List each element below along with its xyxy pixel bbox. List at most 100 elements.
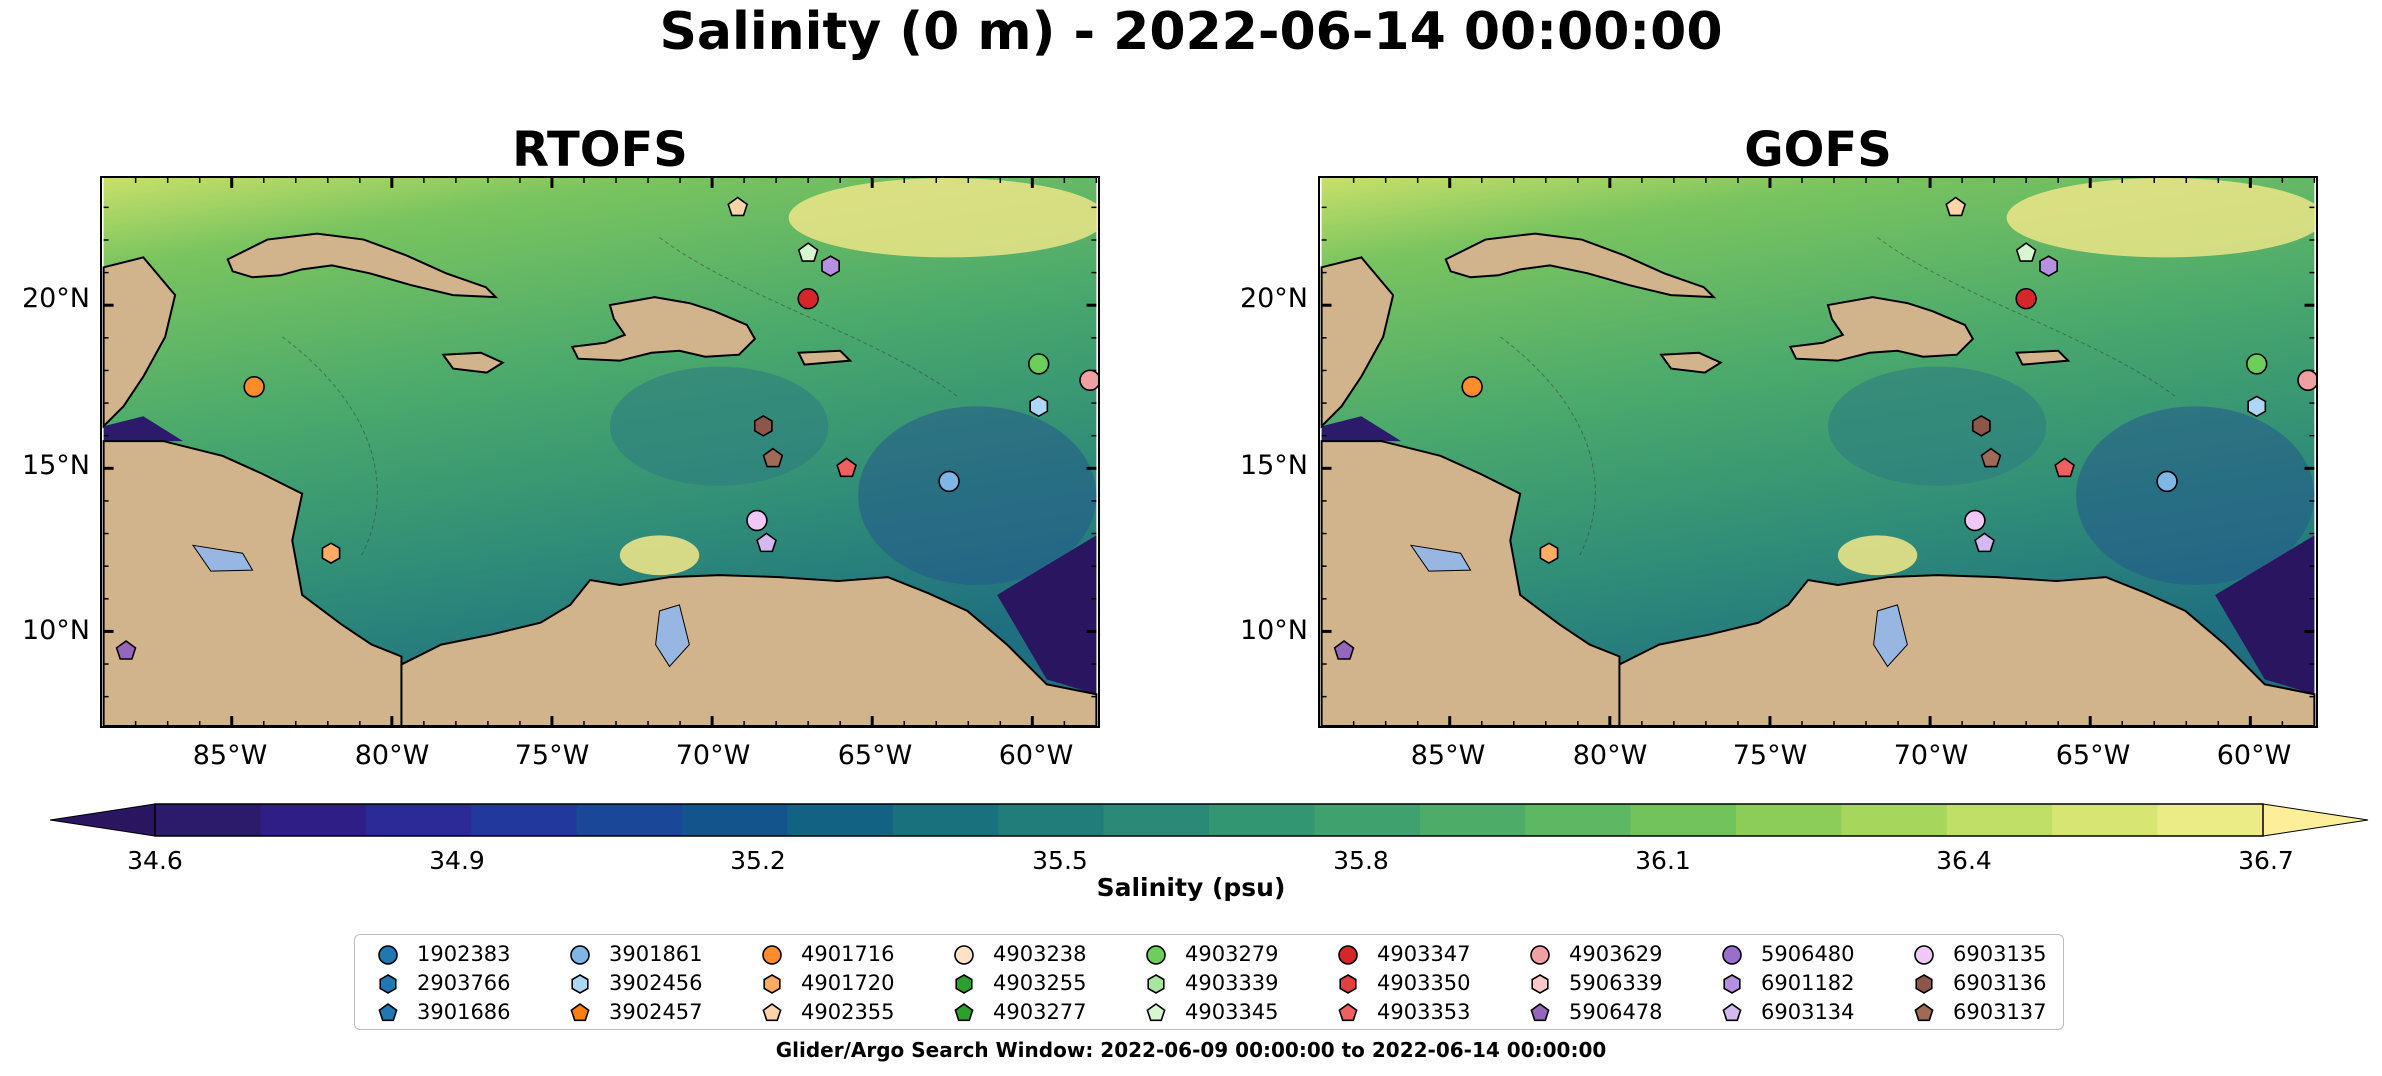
float-marker-4901716 (1461, 376, 1483, 398)
map-gofs[interactable] (1318, 176, 2318, 728)
float-marker-6903137 (762, 447, 784, 468)
float-marker-6903135 (1964, 509, 1986, 532)
legend-marker-1902383 (378, 945, 398, 965)
legend-item-6903134: 6903134 (1719, 997, 1904, 1027)
legend-label: 6903136 (1953, 971, 2047, 995)
float-legend: 1902383 2903766 3901686 3901861 3902456 39024… (354, 934, 2064, 1030)
legend-marker-4903347 (1338, 945, 1358, 965)
legend-item-6903137: 6903137 (1911, 997, 2096, 1027)
hexagon-marker-icon (571, 974, 589, 994)
legend-label: 3901686 (417, 1000, 511, 1024)
circle-marker-icon (1530, 945, 1550, 965)
legend-label: 4903339 (1185, 971, 1279, 995)
legend-item-3901686: 3901686 (375, 997, 560, 1027)
legend-marker-4903277 (954, 1003, 974, 1022)
colorbar-tick: 36.4 (1936, 846, 1992, 875)
legend-label: 6903134 (1761, 1000, 1855, 1024)
float-marker-6903136 (1971, 415, 1991, 437)
legend-marker-6903134 (1722, 1003, 1742, 1022)
colorbar-segment (1525, 804, 1632, 836)
legend-item-4902355: 4902355 (759, 997, 944, 1027)
lon-label-75w: 75°W (514, 740, 590, 771)
legend-item-4903629: 4903629 (1527, 939, 1712, 969)
legend-label: 4903353 (1377, 1000, 1471, 1024)
panel-title-gofs: GOFS (1744, 122, 1892, 178)
colorbar (49, 803, 2369, 837)
float-marker-4903345 (2015, 242, 2037, 262)
float-marker-5906478 (1333, 640, 1355, 660)
colorbar-extend-low (49, 803, 156, 837)
circle-marker-icon (954, 945, 974, 965)
lon-label-60w: 60°W (998, 740, 1074, 771)
legend-item-4903277: 4903277 (951, 997, 1136, 1027)
lon-label-70w: 70°W (675, 740, 751, 771)
circle-marker-icon (570, 945, 590, 965)
float-marker-4903629 (2297, 369, 2316, 391)
legend-marker-4901720 (763, 974, 781, 994)
pentagon-marker-icon (1722, 1003, 1742, 1022)
colorbar-segment (1314, 804, 1421, 836)
float-marker-6903136 (753, 415, 773, 437)
circle-marker-icon (1146, 945, 1166, 965)
float-marker-3902456 (1029, 395, 1049, 418)
legend-item-4903238: 4903238 (951, 939, 1136, 969)
legend-item-5906480: 5906480 (1719, 939, 1904, 969)
hexagon-marker-icon (1147, 974, 1165, 994)
legend-marker-6903136 (1915, 974, 1933, 994)
legend-marker-5906339 (1531, 974, 1549, 994)
legend-item-3902456: 3902456 (567, 968, 752, 998)
colorbar-segment (155, 804, 261, 836)
float-marker-3901861 (938, 470, 960, 493)
map-rtofs[interactable] (100, 176, 1100, 728)
legend-marker-4901716 (762, 945, 782, 965)
float-marker-4903353 (836, 457, 857, 478)
legend-marker-4903255 (955, 974, 973, 994)
legend-label: 4903279 (1185, 942, 1279, 966)
float-marker-6901182 (821, 255, 840, 277)
legend-item-4903279: 4903279 (1143, 939, 1328, 969)
legend-marker-3902456 (571, 974, 589, 994)
colorbar-tick: 35.8 (1333, 846, 1389, 875)
legend-label: 3902457 (609, 1000, 703, 1024)
hexagon-marker-icon (1531, 974, 1549, 994)
colorbar-segment (1630, 804, 1737, 836)
colorbar-segment (998, 804, 1105, 836)
map-gofs-canvas (1320, 178, 2316, 726)
legend-item-6903136: 6903136 (1911, 968, 2096, 998)
legend-item-6903135: 6903135 (1911, 939, 2096, 969)
legend-marker-3902457 (570, 1003, 590, 1022)
hexagon-marker-icon (955, 974, 973, 994)
float-marker-3901861 (2156, 470, 2178, 493)
lat-label-10n: 10°N (21, 615, 90, 646)
legend-label: 6901182 (1761, 971, 1855, 995)
legend-label: 4903255 (993, 971, 1087, 995)
legend-label: 3901861 (609, 942, 703, 966)
hexagon-marker-icon (1339, 974, 1357, 994)
legend-label: 4903629 (1569, 942, 1663, 966)
legend-item-4903339: 4903339 (1143, 968, 1328, 998)
colorbar-tick: 35.2 (730, 846, 786, 875)
lon-label-85w: 85°W (192, 740, 268, 771)
colorbar-segment (892, 804, 999, 836)
legend-item-2903766: 2903766 (375, 968, 560, 998)
lon-label-65w: 65°W (2055, 740, 2131, 771)
lat-label-10n: 10°N (1239, 615, 1308, 646)
colorbar-segment (787, 804, 894, 836)
lat-label-15n: 15°N (1239, 450, 1308, 481)
pentagon-marker-icon (1914, 1003, 1934, 1022)
float-marker-4903629 (1079, 369, 1098, 391)
pentagon-marker-icon (954, 1003, 974, 1022)
legend-label: 5906480 (1761, 942, 1855, 966)
map-rtofs-canvas (102, 178, 1098, 726)
colorbar-segment (682, 804, 788, 836)
legend-label: 4903345 (1185, 1000, 1279, 1024)
circle-marker-icon (1722, 945, 1742, 965)
legend-item-4903353: 4903353 (1335, 997, 1520, 1027)
colorbar-tick: 35.5 (1032, 846, 1088, 875)
colorbar-segment (2157, 804, 2264, 836)
colorbar-segment (1209, 804, 1315, 836)
legend-item-6901182: 6901182 (1719, 968, 1904, 998)
float-marker-4903353 (2054, 457, 2075, 478)
legend-label: 5906339 (1569, 971, 1663, 995)
legend-item-4901716: 4901716 (759, 939, 944, 969)
